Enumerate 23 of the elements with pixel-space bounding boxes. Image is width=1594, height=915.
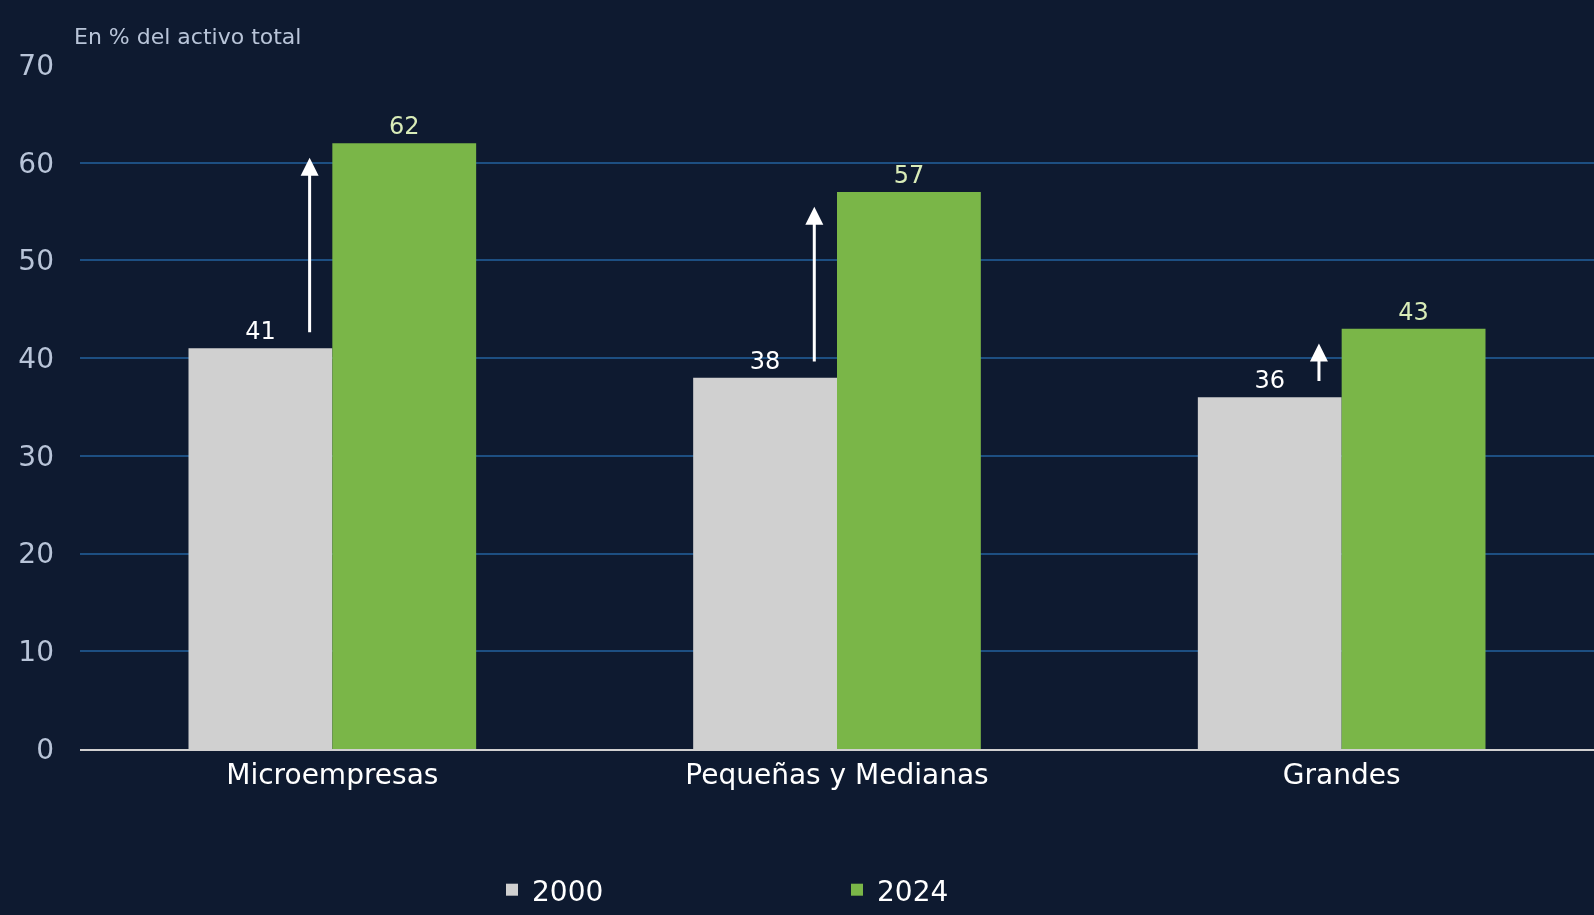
y-tick-label: 60 — [18, 146, 54, 180]
x-tick-label: Pequeñas y Medianas — [685, 758, 989, 792]
legend-label: 2000 — [532, 874, 604, 908]
y-tick-label: 40 — [18, 341, 54, 375]
y-tick-label: 20 — [18, 537, 54, 571]
data-label: 38 — [749, 346, 781, 375]
x-tick-label: Microempresas — [226, 758, 439, 792]
data-label: 57 — [893, 161, 925, 190]
y-tick-label: 0 — [36, 732, 54, 766]
y-tick-label: 30 — [18, 439, 54, 473]
legend-label: 2024 — [877, 874, 949, 908]
y-tick-label: 70 — [18, 48, 54, 82]
data-label: 43 — [1398, 297, 1429, 326]
x-tick-label: Grandes — [1282, 758, 1401, 792]
data-label: 36 — [1254, 366, 1286, 395]
data-label: 41 — [245, 317, 276, 346]
y-axis-title: En % del activo total — [74, 24, 302, 49]
data-label: 62 — [388, 112, 420, 141]
y-tick-label: 10 — [18, 635, 54, 669]
y-tick-label: 50 — [18, 244, 54, 278]
bar — [837, 192, 981, 749]
bar — [332, 143, 477, 749]
bar — [1341, 328, 1486, 749]
